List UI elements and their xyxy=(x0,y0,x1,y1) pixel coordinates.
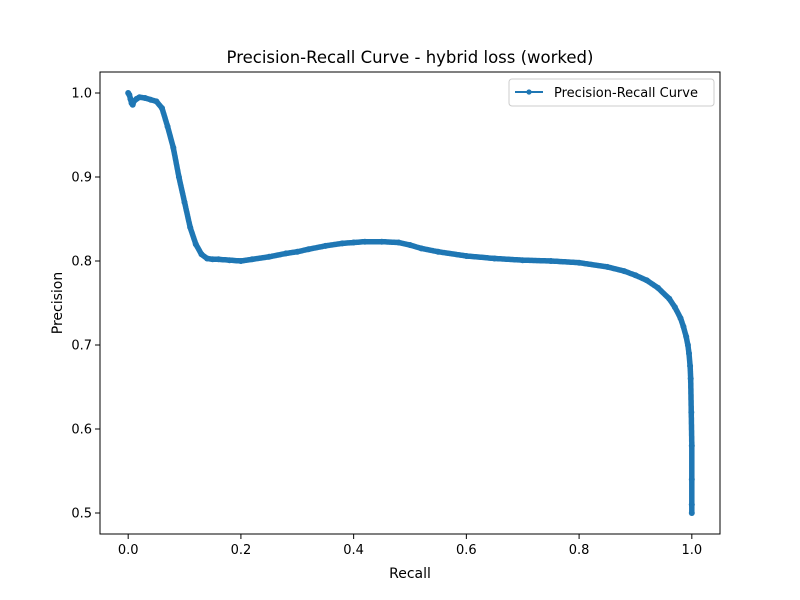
data-point xyxy=(655,284,661,291)
data-point xyxy=(209,256,216,263)
data-point xyxy=(204,255,211,262)
y-axis: 0.5 0.6 0.7 0.8 0.9 1.0 xyxy=(71,87,100,522)
data-point xyxy=(226,257,233,264)
data-point xyxy=(147,96,154,103)
plot-area-frame xyxy=(99,71,721,535)
y-axis-label: Precision xyxy=(50,272,66,334)
data-point xyxy=(463,253,470,259)
data-point xyxy=(198,251,205,258)
data-point xyxy=(683,333,690,340)
data-point xyxy=(684,342,691,348)
data-point xyxy=(142,95,149,101)
data-point xyxy=(136,94,143,101)
data-point xyxy=(632,272,639,279)
data-point xyxy=(643,277,650,284)
data-point xyxy=(192,241,199,248)
data-point xyxy=(407,242,413,248)
series-line xyxy=(127,92,693,513)
x-tick-label: 0.4 xyxy=(343,543,364,558)
y-tick-label: 0.8 xyxy=(71,255,92,270)
y-tick-label: 0.9 xyxy=(71,171,92,186)
y-tick-label: 0.6 xyxy=(71,423,92,438)
data-point xyxy=(283,250,289,257)
data-point xyxy=(677,315,684,322)
data-point xyxy=(686,350,692,357)
data-point xyxy=(688,501,695,508)
data-point xyxy=(305,246,312,253)
data-point xyxy=(687,375,694,382)
data-point xyxy=(153,98,160,105)
series-layer xyxy=(125,90,695,516)
data-point xyxy=(688,476,695,483)
legend-marker-swatch xyxy=(526,89,532,95)
y-tick-label: 1.0 xyxy=(71,87,92,102)
data-point xyxy=(688,409,695,416)
legend-label: Precision-Recall Curve xyxy=(554,86,698,101)
legend: Precision-Recall Curve xyxy=(508,78,715,107)
y-tick-label: 0.7 xyxy=(71,339,92,354)
x-tick-label: 1.0 xyxy=(681,543,702,558)
data-point xyxy=(175,174,182,180)
y-tick-label: 0.5 xyxy=(71,507,92,522)
x-axis-label: Recall xyxy=(389,566,431,582)
data-point xyxy=(604,263,611,270)
x-axis: 0.0 0.2 0.4 0.6 0.8 1.0 xyxy=(118,534,702,558)
data-point xyxy=(361,238,368,245)
data-point xyxy=(621,268,628,275)
x-tick-label: 0.8 xyxy=(569,543,590,558)
data-point xyxy=(181,199,188,206)
data-point xyxy=(687,363,694,369)
series-marker-trail xyxy=(125,90,695,516)
x-tick-label: 0.2 xyxy=(231,543,252,558)
data-point xyxy=(435,248,442,255)
data-point xyxy=(576,259,583,266)
data-point xyxy=(491,255,498,262)
data-point xyxy=(237,258,244,264)
data-point xyxy=(187,224,194,231)
data-point xyxy=(547,258,554,264)
data-point xyxy=(159,105,165,112)
data-point xyxy=(666,295,673,302)
data-point xyxy=(249,256,256,263)
data-point xyxy=(680,323,687,330)
x-tick-label: 0.6 xyxy=(456,543,477,558)
data-point xyxy=(519,257,526,264)
data-point xyxy=(350,239,357,246)
data-point xyxy=(339,240,346,247)
data-point xyxy=(688,442,695,449)
data-point xyxy=(688,510,695,516)
x-tick-label: 0.0 xyxy=(118,543,139,558)
data-point xyxy=(378,238,385,245)
data-point xyxy=(395,239,402,246)
data-point xyxy=(418,245,425,252)
data-point xyxy=(294,248,301,255)
data-point xyxy=(266,253,273,260)
data-point xyxy=(671,304,678,311)
legend-box xyxy=(508,78,715,107)
data-point xyxy=(322,242,329,249)
data-point xyxy=(170,144,177,151)
data-point xyxy=(164,123,171,130)
chart-title: Precision-Recall Curve - hybrid loss (wo… xyxy=(227,48,594,67)
data-point xyxy=(215,256,222,263)
